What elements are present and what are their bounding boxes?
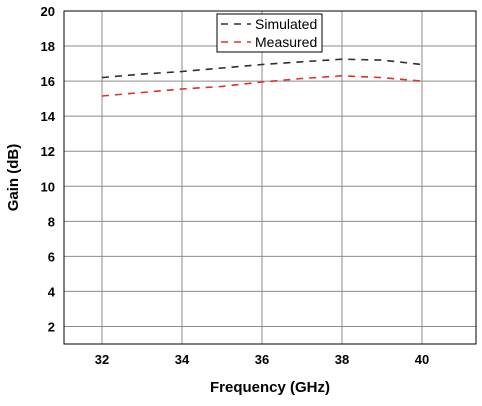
y-tick-label: 20 xyxy=(41,4,55,19)
y-tick-label: 18 xyxy=(41,39,55,54)
y-tick-label: 14 xyxy=(41,109,56,124)
series-line-measured xyxy=(101,74,423,97)
x-tick-label: 32 xyxy=(95,352,109,367)
legend: Simulated Measured xyxy=(216,13,323,53)
y-tick-label: 6 xyxy=(48,249,55,264)
y-tick-label: 2 xyxy=(48,319,55,334)
y-tick-label: 12 xyxy=(41,144,55,159)
tick-label-layer: 32 34 36 38 40 2 4 6 8 10 12 14 16 18 20 xyxy=(41,4,430,367)
plot-frame xyxy=(63,10,477,345)
x-tick-label: 40 xyxy=(415,352,429,367)
legend-label-simulated: Simulated xyxy=(255,16,317,32)
legend-box xyxy=(216,13,323,53)
y-tick-label: 4 xyxy=(48,284,56,299)
x-tick-label: 34 xyxy=(175,352,190,367)
x-tick-label: 36 xyxy=(255,352,269,367)
legend-label-measured: Measured xyxy=(255,34,317,50)
y-tick-label: 10 xyxy=(41,179,55,194)
y-tick-label: 16 xyxy=(41,74,55,89)
y-tick-label: 8 xyxy=(48,214,55,229)
series-layer xyxy=(101,58,423,97)
series-line-simulated xyxy=(101,58,423,79)
x-axis-title: Frequency (GHz) xyxy=(210,379,330,396)
x-tick-label: 38 xyxy=(335,352,349,367)
y-axis-title: Gain (dB) xyxy=(5,144,22,212)
